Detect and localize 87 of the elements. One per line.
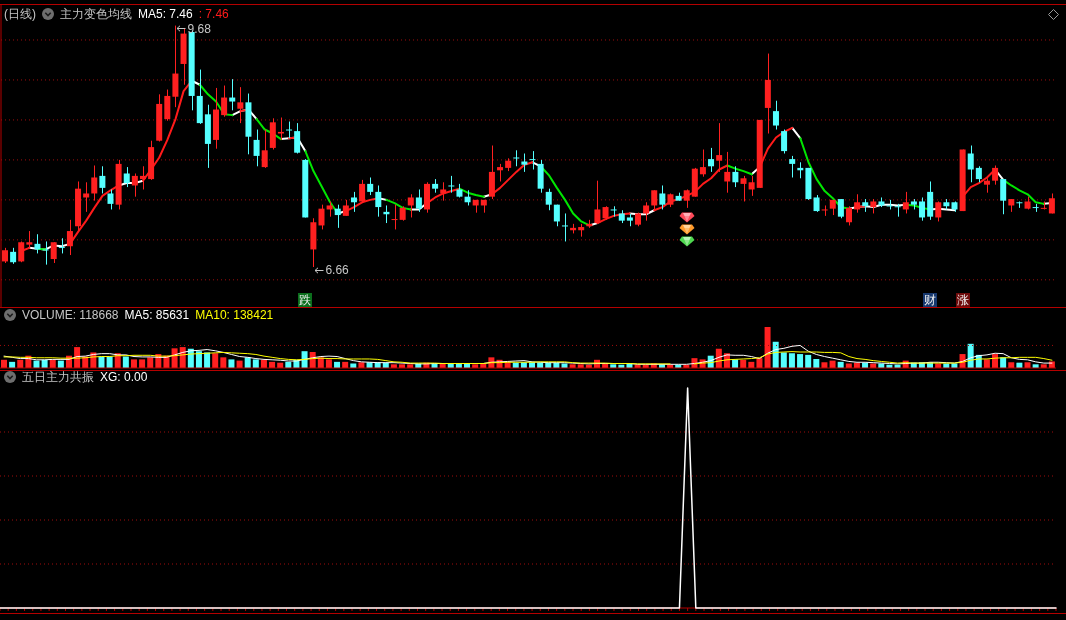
candlestick <box>643 201 650 222</box>
bar <box>780 352 787 368</box>
bar <box>130 359 137 368</box>
candlestick <box>846 205 852 226</box>
text: XG: 0.00 <box>100 370 148 384</box>
candlestick <box>967 145 974 183</box>
candlestick <box>277 117 284 141</box>
candlestick <box>521 153 528 173</box>
annotation: 9.68 <box>187 21 211 36</box>
candlestick <box>448 175 455 194</box>
text: MA5: 7.46 <box>138 7 193 21</box>
text: MA5: 85631 <box>124 308 190 322</box>
candlestick <box>261 129 268 169</box>
bar <box>805 354 812 368</box>
candlestick <box>724 151 731 194</box>
candlestick <box>407 193 414 218</box>
candlestick <box>716 122 723 173</box>
annotation: 财 <box>923 293 938 307</box>
candlestick <box>107 188 114 210</box>
annotation: 跌 <box>298 293 313 307</box>
text: : 7.46 <box>198 7 229 21</box>
candlestick <box>789 155 796 178</box>
candlestick <box>221 85 228 118</box>
candlestick <box>594 180 601 225</box>
candlestick <box>391 204 398 230</box>
candlestick <box>359 179 366 204</box>
text: VOLUME: 118668 <box>22 308 119 322</box>
candlestick <box>334 204 341 229</box>
candlestick <box>894 203 901 218</box>
candlestick <box>772 100 779 131</box>
candlestick <box>854 193 861 214</box>
candlestick <box>821 204 828 217</box>
candlestick <box>415 188 422 213</box>
candlestick <box>83 181 90 213</box>
candlestick <box>748 175 755 197</box>
candlestick <box>1000 178 1007 215</box>
bar <box>797 354 804 368</box>
candlestick <box>781 129 788 154</box>
candlestick <box>50 241 57 264</box>
bar <box>252 359 259 368</box>
candlestick <box>58 237 65 254</box>
candlestick <box>740 175 747 202</box>
candlestick <box>699 149 706 178</box>
chart-subtitle: 主力变色均线 <box>60 7 132 21</box>
bar <box>228 359 235 368</box>
candlestick <box>294 122 301 154</box>
candlestick <box>935 200 942 222</box>
candlestick <box>610 205 617 218</box>
candlestick <box>513 149 520 167</box>
candlestick <box>123 166 130 188</box>
chart-title: (日线) <box>4 7 36 21</box>
candlestick <box>902 191 909 214</box>
candlestick <box>172 25 179 108</box>
bar <box>325 359 332 368</box>
chart-title: 五日主力共振 <box>22 370 94 384</box>
candlestick <box>229 78 236 111</box>
candlestick <box>164 89 171 122</box>
candlestick <box>253 129 260 167</box>
candlestick <box>683 188 690 209</box>
candlestick <box>139 165 146 190</box>
bar <box>220 357 227 368</box>
candlestick <box>561 212 568 242</box>
candlestick <box>42 240 49 266</box>
candlestick <box>919 196 926 222</box>
candlestick <box>651 189 658 210</box>
text: MA10: 138421 <box>195 308 274 322</box>
candlestick <box>529 150 536 170</box>
candlestick <box>99 165 106 194</box>
candlestick <box>659 184 666 210</box>
candlestick <box>837 198 844 219</box>
candlestick <box>131 172 138 198</box>
bar <box>788 353 795 368</box>
bar <box>212 353 219 368</box>
candlestick <box>440 181 447 202</box>
candlestick <box>237 86 244 124</box>
bar <box>764 327 771 368</box>
candlestick <box>350 191 357 213</box>
candlestick <box>732 165 739 188</box>
candlestick <box>545 188 552 211</box>
annotation: 6.66 <box>325 263 349 278</box>
bar <box>139 359 146 368</box>
candlestick <box>91 164 98 202</box>
candlestick <box>708 147 715 173</box>
candlestick <box>318 204 325 230</box>
annotation: 涨 <box>955 293 970 307</box>
candlestick <box>375 184 382 218</box>
candlestick <box>1016 200 1023 209</box>
